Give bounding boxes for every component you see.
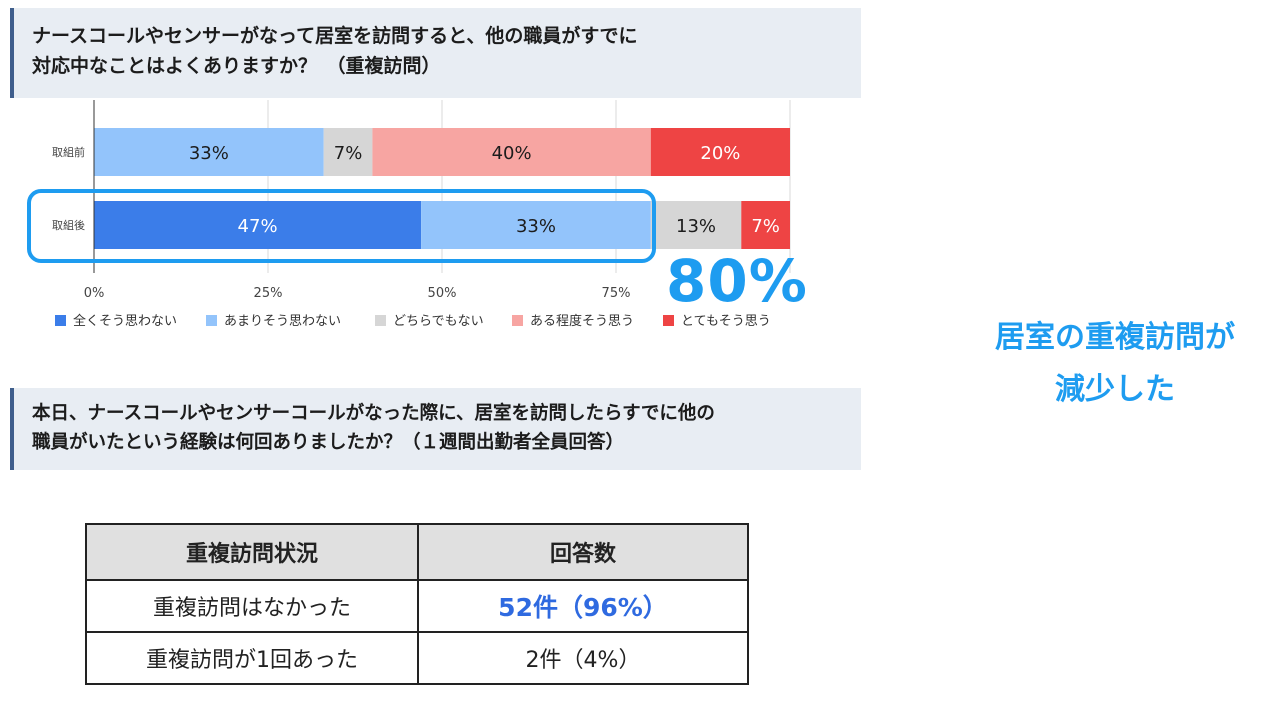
conclusion-line-1: 居室の重複訪問が	[995, 320, 1235, 355]
question-2-line-1: 本日、ナースコールやセンサーコールがなった際に、居室を訪問したらすでに他の	[32, 403, 715, 424]
conclusion-text: 居室の重複訪問が 減少した	[955, 312, 1275, 416]
x-tick-label: 25%	[254, 286, 283, 301]
bar-segment	[650, 201, 742, 249]
legend-label: どちらでもない	[393, 314, 484, 329]
legend-swatch	[375, 315, 386, 326]
bar-segment	[741, 201, 790, 249]
table-header-status: 重複訪問状況	[85, 523, 419, 581]
conclusion-line-2: 減少した	[1055, 372, 1175, 407]
legend-swatch	[512, 315, 523, 326]
bar-segment	[323, 128, 373, 176]
table-header-count: 回答数	[417, 523, 749, 581]
data-label: 47%	[238, 216, 278, 237]
question-1-banner: ナースコールやセンサーがなって居室を訪問すると、他の職員がすでに 対応中なことは…	[10, 8, 861, 98]
legend-label: とてもそう思う	[681, 314, 771, 329]
table-row: 重複訪問が1回あった 2件（4%）	[85, 631, 749, 685]
data-label: 20%	[700, 143, 740, 164]
category-label: 取組後	[52, 218, 85, 232]
data-label: 33%	[516, 216, 556, 237]
legend-swatch	[663, 315, 674, 326]
table-row: 重複訪問はなかった 52件（96%）	[85, 579, 749, 633]
question-1-line-1: ナースコールやセンサーがなって居室を訪問すると、他の職員がすでに	[32, 25, 638, 47]
question-2-banner: 本日、ナースコールやセンサーコールがなった際に、居室を訪問したらすでに他の 職員…	[10, 388, 861, 470]
table-header-row: 重複訪問状況 回答数	[85, 523, 749, 581]
data-label: 7%	[751, 216, 780, 237]
data-label: 40%	[492, 143, 532, 164]
bar-segment	[94, 128, 324, 176]
bar-segment	[650, 128, 790, 176]
duplicate-visit-table: 重複訪問状況 回答数 重複訪問はなかった 52件（96%） 重複訪問が1回あった…	[85, 523, 749, 685]
legend-label: 全くそう思わない	[73, 313, 177, 329]
data-label: 7%	[334, 143, 363, 164]
table-cell-status: 重複訪問が1回あった	[85, 631, 419, 685]
table-cell-count: 2件（4%）	[417, 631, 749, 685]
legend-swatch	[55, 315, 66, 326]
table-cell-status: 重複訪問はなかった	[85, 579, 419, 633]
legend-label: ある程度そう思う	[530, 313, 634, 329]
x-tick-label: 50%	[428, 286, 457, 301]
legend-label: あまりそう思わない	[224, 314, 341, 329]
legend-swatch	[206, 315, 217, 326]
callout-80-percent: 80%	[666, 247, 808, 315]
table-cell-count: 52件（96%）	[417, 579, 749, 633]
data-label: 13%	[676, 216, 716, 237]
bar-segment	[94, 201, 422, 249]
category-label: 取組前	[52, 145, 85, 159]
after-bar-highlight-frame	[27, 189, 656, 263]
question-2-line-2: 職員がいたという経験は何回ありましたか？（１週間出勤者全員回答）	[32, 432, 625, 453]
bar-segment	[421, 201, 651, 249]
x-tick-label: 0%	[84, 286, 105, 301]
data-label: 33%	[189, 143, 229, 164]
x-tick-label: 75%	[602, 286, 631, 301]
question-1-line-2: 対応中なことはよくありますか？ （重複訪問）	[32, 55, 441, 77]
bar-segment	[372, 128, 651, 176]
